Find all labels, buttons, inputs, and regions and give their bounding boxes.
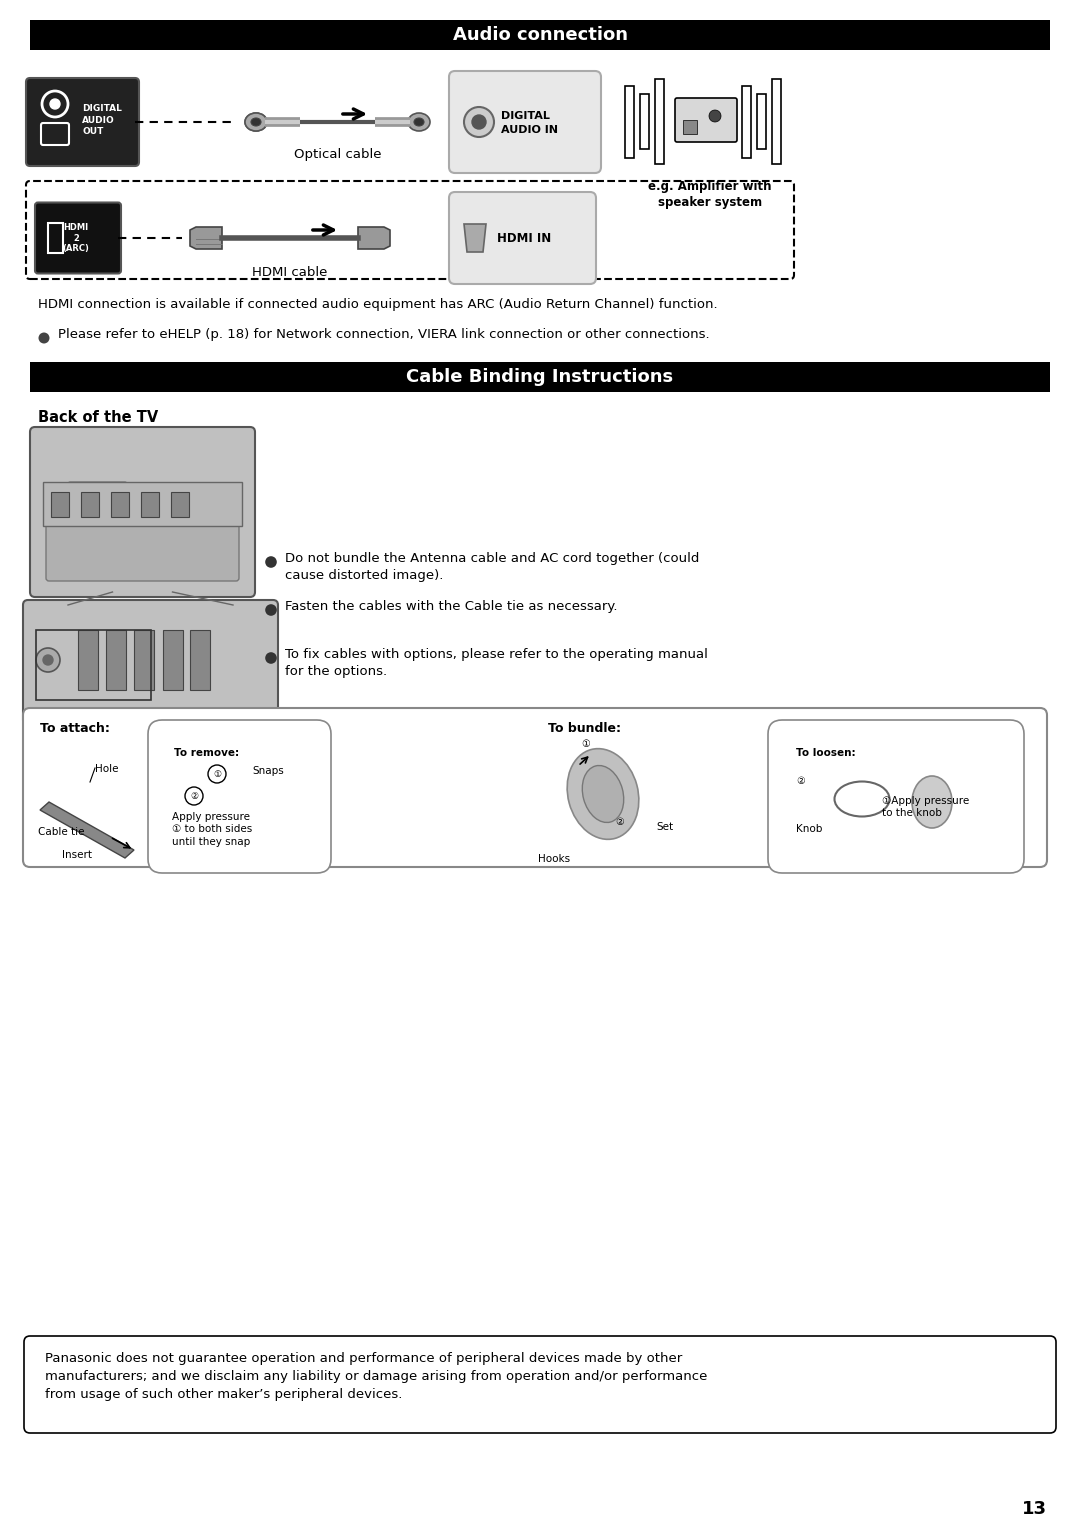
Bar xyxy=(30,362,1050,392)
Circle shape xyxy=(266,604,276,616)
Bar xyxy=(81,492,99,516)
Ellipse shape xyxy=(567,749,639,840)
FancyBboxPatch shape xyxy=(68,483,127,506)
FancyBboxPatch shape xyxy=(23,708,1047,867)
Bar xyxy=(190,630,210,689)
Text: Please refer to eHELP (p. 18) for Network connection, VIERA link connection or o: Please refer to eHELP (p. 18) for Networ… xyxy=(58,328,710,342)
Text: HDMI cable: HDMI cable xyxy=(253,267,327,279)
Circle shape xyxy=(472,115,486,129)
Text: Back of the TV: Back of the TV xyxy=(38,411,159,424)
FancyBboxPatch shape xyxy=(23,601,278,725)
Text: HDMI connection is available if connected audio equipment has ARC (Audio Return : HDMI connection is available if connecte… xyxy=(38,299,717,311)
Text: HDMI IN: HDMI IN xyxy=(497,231,551,245)
FancyBboxPatch shape xyxy=(26,181,794,279)
Bar xyxy=(43,483,242,525)
Polygon shape xyxy=(190,227,222,250)
Text: Knob: Knob xyxy=(796,824,822,833)
FancyBboxPatch shape xyxy=(449,70,600,173)
Polygon shape xyxy=(357,227,390,250)
Bar xyxy=(772,80,781,164)
Ellipse shape xyxy=(245,113,267,132)
Text: ②: ② xyxy=(796,777,805,786)
Polygon shape xyxy=(464,224,486,251)
Text: e.g. Amplifier with
speaker system: e.g. Amplifier with speaker system xyxy=(648,179,772,208)
Bar xyxy=(78,630,98,689)
Ellipse shape xyxy=(251,118,261,126)
Circle shape xyxy=(708,110,721,123)
FancyBboxPatch shape xyxy=(449,192,596,283)
Text: Insert: Insert xyxy=(62,850,92,859)
Circle shape xyxy=(266,556,276,568)
FancyBboxPatch shape xyxy=(46,483,239,581)
Bar xyxy=(757,93,766,149)
Bar xyxy=(36,630,151,700)
Circle shape xyxy=(464,107,494,136)
Bar xyxy=(171,492,189,516)
Bar xyxy=(141,492,159,516)
Ellipse shape xyxy=(582,766,624,823)
Text: Hooks: Hooks xyxy=(538,853,570,864)
Text: ①: ① xyxy=(582,738,591,749)
FancyBboxPatch shape xyxy=(35,202,121,274)
FancyBboxPatch shape xyxy=(768,720,1024,873)
Text: To remove:: To remove: xyxy=(174,748,239,758)
Bar xyxy=(111,492,129,516)
Bar xyxy=(51,492,69,516)
FancyBboxPatch shape xyxy=(675,98,737,142)
Text: Fasten the cables with the Cable tie as necessary.: Fasten the cables with the Cable tie as … xyxy=(285,601,618,613)
FancyBboxPatch shape xyxy=(30,427,255,597)
Text: Hole: Hole xyxy=(95,764,119,774)
Text: Cable Binding Instructions: Cable Binding Instructions xyxy=(406,368,674,386)
Text: Panasonic does not guarantee operation and performance of peripheral devices mad: Panasonic does not guarantee operation a… xyxy=(45,1353,707,1400)
Text: Cable tie: Cable tie xyxy=(38,827,84,836)
Text: ①Apply pressure
to the knob: ①Apply pressure to the knob xyxy=(882,797,969,818)
Text: Optical cable: Optical cable xyxy=(294,149,381,161)
Text: DIGITAL
AUDIO IN: DIGITAL AUDIO IN xyxy=(501,112,558,135)
Circle shape xyxy=(43,656,53,665)
FancyBboxPatch shape xyxy=(24,1336,1056,1432)
Circle shape xyxy=(39,332,50,343)
Bar xyxy=(106,630,126,689)
Circle shape xyxy=(36,648,60,673)
Bar xyxy=(742,86,751,158)
Ellipse shape xyxy=(912,777,951,827)
Text: Do not bundle the Antenna cable and AC cord together (could
cause distorted imag: Do not bundle the Antenna cable and AC c… xyxy=(285,552,700,582)
Bar xyxy=(654,80,664,164)
Bar xyxy=(163,630,183,689)
Polygon shape xyxy=(40,801,134,858)
Bar xyxy=(683,119,697,133)
Ellipse shape xyxy=(245,113,267,132)
Bar xyxy=(640,93,649,149)
Text: ②: ② xyxy=(190,792,198,801)
Text: To bundle:: To bundle: xyxy=(548,722,621,735)
Text: Apply pressure
① to both sides
until they snap: Apply pressure ① to both sides until the… xyxy=(172,812,253,847)
Text: Set: Set xyxy=(656,823,673,832)
Text: To attach:: To attach: xyxy=(40,722,110,735)
Ellipse shape xyxy=(414,118,424,126)
Text: ①: ① xyxy=(213,769,221,778)
Text: 13: 13 xyxy=(1022,1500,1047,1518)
FancyBboxPatch shape xyxy=(148,720,330,873)
Text: HDMI
2
(ARC): HDMI 2 (ARC) xyxy=(63,224,90,253)
Bar xyxy=(134,630,154,689)
Text: ②: ② xyxy=(616,817,624,827)
Circle shape xyxy=(50,100,60,109)
Bar xyxy=(30,20,1050,51)
Text: Snaps: Snaps xyxy=(252,766,284,777)
FancyBboxPatch shape xyxy=(26,78,139,165)
Text: To fix cables with options, please refer to the operating manual
for the options: To fix cables with options, please refer… xyxy=(285,648,707,679)
Text: To loosen:: To loosen: xyxy=(796,748,855,758)
Text: Audio connection: Audio connection xyxy=(453,26,627,44)
Bar xyxy=(625,86,634,158)
Circle shape xyxy=(266,653,276,663)
Text: DIGITAL
AUDIO
OUT: DIGITAL AUDIO OUT xyxy=(82,104,122,136)
Ellipse shape xyxy=(408,113,430,132)
